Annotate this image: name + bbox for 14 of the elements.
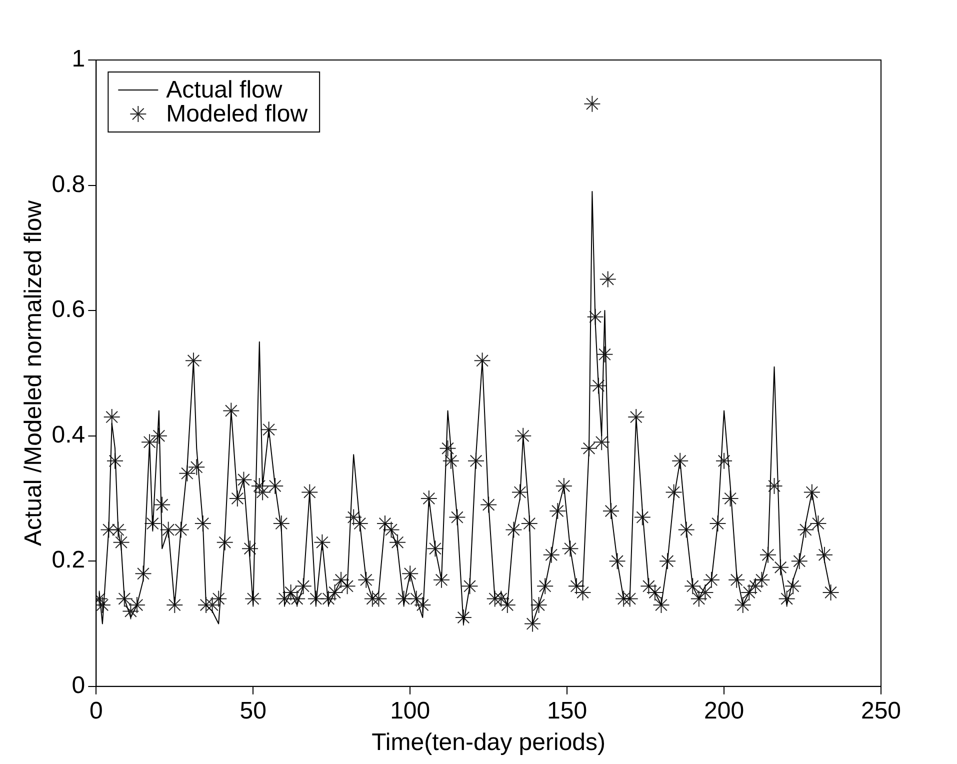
x-tick-label: 200	[704, 697, 744, 724]
x-tick-label: 50	[240, 697, 266, 724]
x-axis-title: Time(ten-day periods)	[372, 729, 606, 756]
x-tick-label: 250	[860, 697, 902, 724]
y-tick-label: 0.6	[52, 296, 86, 324]
y-axis-title: Actual /Modeled normalized flow	[20, 200, 48, 546]
x-tick-label: 0	[89, 697, 103, 724]
y-tick-label: 1	[72, 46, 86, 73]
x-tick-label: 100	[390, 697, 430, 724]
y-tick-label: 0	[72, 672, 86, 700]
y-tick-label: 0.8	[52, 170, 86, 198]
x-tick-label: 150	[547, 697, 588, 724]
y-tick-label: 0.4	[52, 421, 86, 448]
y-tick-label: 0.2	[52, 546, 86, 574]
